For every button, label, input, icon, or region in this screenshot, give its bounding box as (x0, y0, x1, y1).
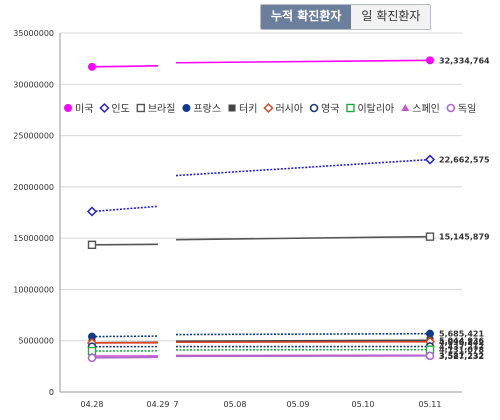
end-value-label: 32,334,764 (439, 56, 490, 65)
data-point-marker (88, 207, 96, 215)
legend-label: 미국 (75, 103, 93, 115)
series-line (176, 334, 430, 335)
x-tick-label: 05.09 (287, 400, 310, 409)
data-point-marker (427, 330, 434, 337)
y-tick-label: 35000000 (13, 29, 54, 38)
legend-label: 터키 (239, 103, 257, 115)
data-point-marker (426, 156, 434, 164)
legend-marker (137, 105, 144, 112)
series-line (92, 357, 158, 358)
series-line (92, 244, 158, 245)
x-tick-label: 05.11 (419, 400, 442, 409)
series-line (92, 66, 158, 67)
legend-marker (447, 105, 454, 112)
legend-marker (311, 105, 318, 112)
legend-marker (65, 105, 72, 112)
data-point-marker (427, 233, 434, 240)
legend-marker (229, 105, 236, 112)
legend-marker (264, 104, 272, 112)
series-line (92, 206, 158, 211)
series-line (92, 336, 158, 337)
legend-label: 독일 (458, 103, 476, 115)
x-tick-label: 05.08 (224, 400, 247, 409)
data-point-marker (89, 241, 96, 248)
series-line (176, 60, 430, 62)
end-value-label: 3,527,232 (439, 352, 484, 361)
legend-label: 프랑스 (193, 103, 221, 115)
legend-label: 인도 (111, 103, 129, 115)
end-value-label: 15,145,879 (439, 233, 490, 242)
legend-marker (401, 104, 409, 111)
end-value-label: 22,662,575 (439, 156, 490, 165)
data-point-marker (427, 57, 434, 64)
legend-label: 스페인 (412, 103, 440, 115)
legend-marker (183, 105, 190, 112)
y-tick-label: 5000000 (18, 337, 54, 346)
data-point-marker (427, 352, 434, 359)
series-line (176, 160, 430, 176)
legend-marker (100, 104, 108, 112)
y-tick-label: 0 (49, 388, 54, 397)
y-tick-label: 10000000 (13, 285, 54, 294)
chart-tab-group: 누적 확진환자 일 확진환자 (260, 4, 431, 30)
data-point-marker (89, 63, 96, 70)
tab-daily-cases[interactable]: 일 확진환자 (351, 5, 430, 29)
y-tick-label: 25000000 (13, 132, 54, 141)
y-tick-label: 15000000 (13, 234, 54, 243)
y-tick-label: 20000000 (13, 183, 54, 192)
legend-label: 브라질 (148, 103, 176, 115)
legend-label: 이탈리아 (357, 102, 394, 115)
legend-label: 영국 (321, 103, 339, 115)
data-point-marker (89, 354, 96, 361)
y-tick-label: 30000000 (13, 80, 54, 89)
legend-label: 러시아 (275, 103, 303, 115)
x-tick-label: 04.28 (81, 400, 104, 409)
x-tick-label: 7 (173, 400, 178, 409)
x-tick-label: 04.29 (147, 400, 170, 409)
legend-marker (347, 105, 354, 112)
tab-cumulative-cases[interactable]: 누적 확진환자 (261, 5, 351, 29)
x-tick-label: 05.10 (352, 400, 375, 409)
